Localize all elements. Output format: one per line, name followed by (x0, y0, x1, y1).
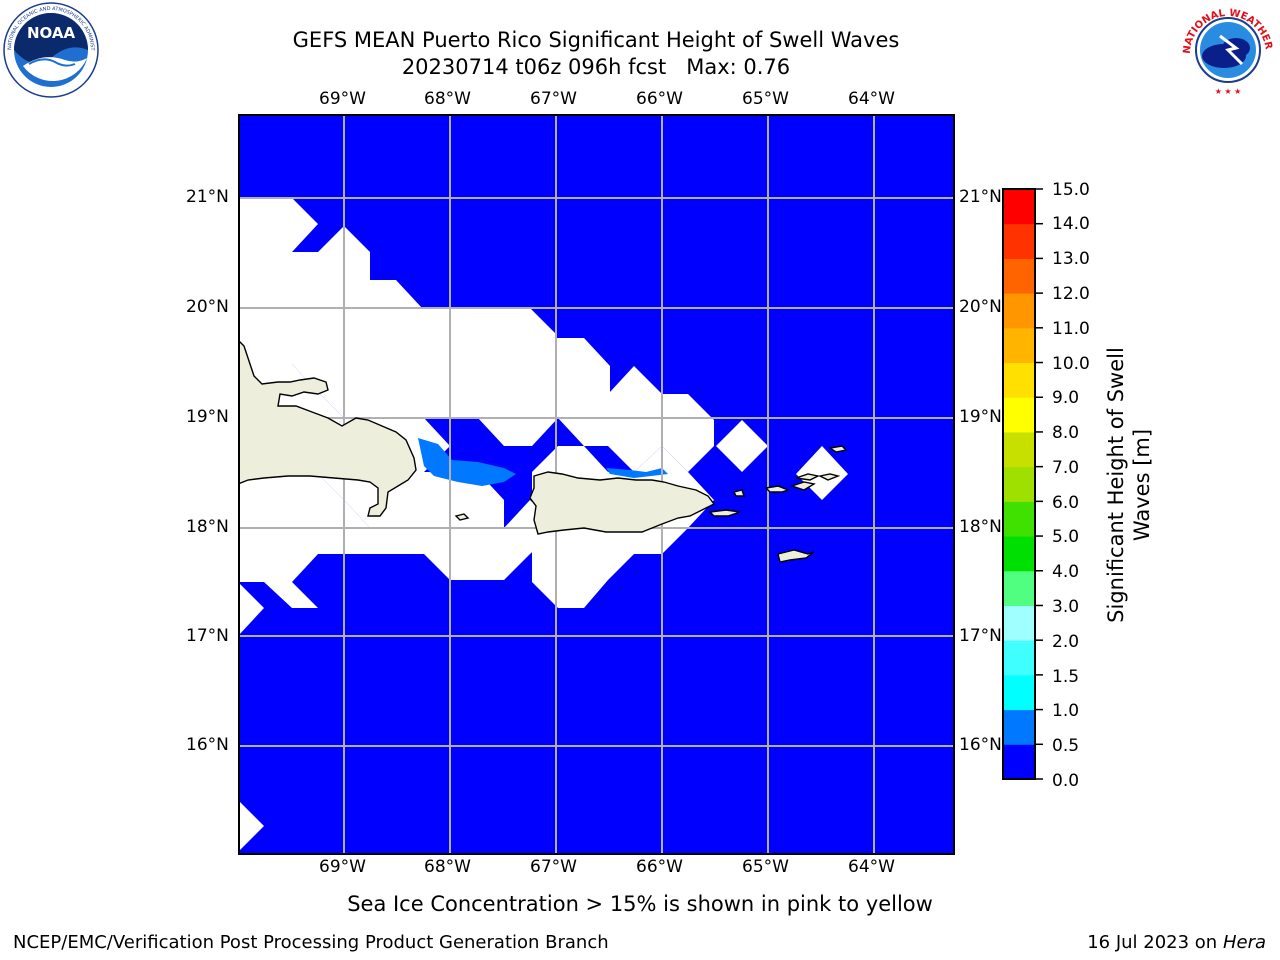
colorbar-tick-1.0: 1.0 (1052, 701, 1080, 721)
colorbar-band-12 (1003, 258, 1035, 294)
swell-patch-mona-passage (418, 438, 516, 486)
lon-label-bottom-66w: 66°W (636, 857, 683, 877)
vieques (708, 509, 741, 517)
colorbar-tick-13.0: 13.0 (1052, 249, 1090, 269)
colorbar (1002, 188, 1036, 782)
lat-label-right-21n: 21°N (959, 187, 1002, 207)
colorbar-tick-15.0: 15.0 (1052, 180, 1090, 200)
colorbar-band-13 (1003, 223, 1035, 259)
hispaniola (238, 339, 417, 517)
colorbar-label-line2: Waves [m] (1130, 428, 1154, 542)
footer-date: 16 Jul 2023 on (1087, 932, 1223, 953)
culebra (732, 489, 745, 497)
colorbar-tick-14.0: 14.0 (1052, 214, 1090, 234)
colorbar-border (1002, 188, 1036, 780)
colorbar-tick-9.0: 9.0 (1052, 388, 1080, 408)
colorbar-tick-3.0: 3.0 (1052, 597, 1080, 617)
chart-title: GEFS MEAN Puerto Rico Significant Height… (292, 28, 900, 52)
lat-label-right-20n: 20°N (959, 297, 1002, 317)
lat-label-left-18n: 18°N (186, 517, 229, 537)
colorbar-band-2 (1003, 605, 1035, 641)
sea-ice-note: Sea Ice Concentration > 15% is shown in … (347, 892, 933, 916)
nws-logo: NATIONAL WEATHER SERVICE ★ ★ ★ (1180, 2, 1276, 98)
st-thomas (764, 485, 791, 493)
colorbar-tick-10.0: 10.0 (1052, 354, 1090, 374)
st-croix (777, 549, 815, 563)
lat-label-left-19n: 19°N (186, 407, 229, 427)
colorbar-tick-6.0: 6.0 (1052, 493, 1080, 513)
colorbar-tick-11.0: 11.0 (1052, 319, 1090, 339)
swell-0.5-1.0-patches (418, 438, 668, 486)
no-data-region-north (238, 198, 714, 580)
no-data-region-south (238, 800, 264, 852)
noaa-logo: NOAA NATIONAL OCEANIC AND ATMOSPHERIC AD… (3, 2, 99, 98)
desecheo-island (454, 513, 470, 521)
lon-label-bottom-65w: 65°W (742, 857, 789, 877)
noaa-logo-text: NOAA (27, 24, 76, 42)
colorbar-tick-2.0: 2.0 (1052, 632, 1080, 652)
lat-label-left-20n: 20°N (186, 297, 229, 317)
colorbar-label-line1: Significant Height of Swell (1104, 347, 1128, 623)
colorbar-band-3 (1003, 570, 1035, 606)
no-data-region-southwest (238, 582, 264, 636)
lon-label-top-65w: 65°W (742, 89, 789, 109)
colorbar-band-6 (1003, 466, 1035, 502)
colorbar-band-1 (1003, 674, 1035, 711)
map-panel (238, 114, 955, 855)
colorbar-band-1.5 (1003, 640, 1035, 676)
colorbar-band-9 (1003, 362, 1035, 398)
lat-label-left-16n: 16°N (186, 735, 229, 755)
chart-subtitle: 20230714 t06z 096h fcst Max: 0.76 (401, 55, 791, 79)
colorbar-bands (1003, 189, 1035, 780)
st-john (789, 481, 816, 491)
lon-label-bottom-68w: 68°W (424, 857, 471, 877)
colorbar-tick-5.0: 5.0 (1052, 527, 1080, 547)
colorbar-tick-0.5: 0.5 (1052, 736, 1080, 756)
anegada (828, 445, 848, 453)
lon-label-bottom-69w: 69°W (319, 857, 366, 877)
map-border (238, 114, 955, 855)
virgin-gorda (817, 473, 841, 481)
colorbar-band-0 (1003, 744, 1035, 780)
no-data-region-east-1 (716, 420, 768, 472)
colorbar-band-4 (1003, 536, 1035, 572)
colorbar-tick-7.0: 7.0 (1052, 458, 1080, 478)
land-masses (238, 339, 848, 563)
colorbar-tick-marks (1036, 188, 1044, 782)
lat-label-right-19n: 19°N (959, 407, 1002, 427)
tortola (795, 473, 821, 481)
lon-label-top-69w: 69°W (319, 89, 366, 109)
colorbar-tick-12.0: 12.0 (1052, 284, 1090, 304)
colorbar-tick-0.0: 0.0 (1052, 771, 1080, 791)
colorbar-band-5 (1003, 501, 1035, 537)
colorbar-band-10 (1003, 327, 1035, 364)
lon-label-top-67w: 67°W (530, 89, 577, 109)
colorbar-band-11 (1003, 293, 1035, 329)
colorbar-tick-8.0: 8.0 (1052, 423, 1080, 443)
swell-patch-north-pr (606, 468, 668, 478)
lat-label-left-21n: 21°N (186, 187, 229, 207)
footer-right: 16 Jul 2023 on Hera (1087, 932, 1266, 954)
lon-label-top-66w: 66°W (636, 89, 683, 109)
colorbar-band-7 (1003, 431, 1035, 468)
lon-label-bottom-67w: 67°W (530, 857, 577, 877)
svg-text:★ ★ ★: ★ ★ ★ (1215, 87, 1242, 96)
colorbar-band-8 (1003, 397, 1035, 433)
puerto-rico (529, 471, 716, 535)
lat-label-right-16n: 16°N (959, 735, 1002, 755)
lon-label-top-64w: 64°W (848, 89, 895, 109)
colorbar-band-0.5 (1003, 709, 1035, 745)
lon-label-top-68w: 68°W (424, 89, 471, 109)
lat-label-left-17n: 17°N (186, 626, 229, 646)
lat-label-right-18n: 18°N (959, 517, 1002, 537)
lat-label-right-17n: 17°N (959, 626, 1002, 646)
colorbar-band-14 (1003, 189, 1035, 225)
footer-host: Hera (1222, 932, 1266, 953)
footer-left: NCEP/EMC/Verification Post Processing Pr… (13, 932, 609, 953)
colorbar-tick-1.5: 1.5 (1052, 667, 1080, 687)
colorbar-tick-4.0: 4.0 (1052, 562, 1080, 582)
lon-label-bottom-64w: 64°W (848, 857, 895, 877)
